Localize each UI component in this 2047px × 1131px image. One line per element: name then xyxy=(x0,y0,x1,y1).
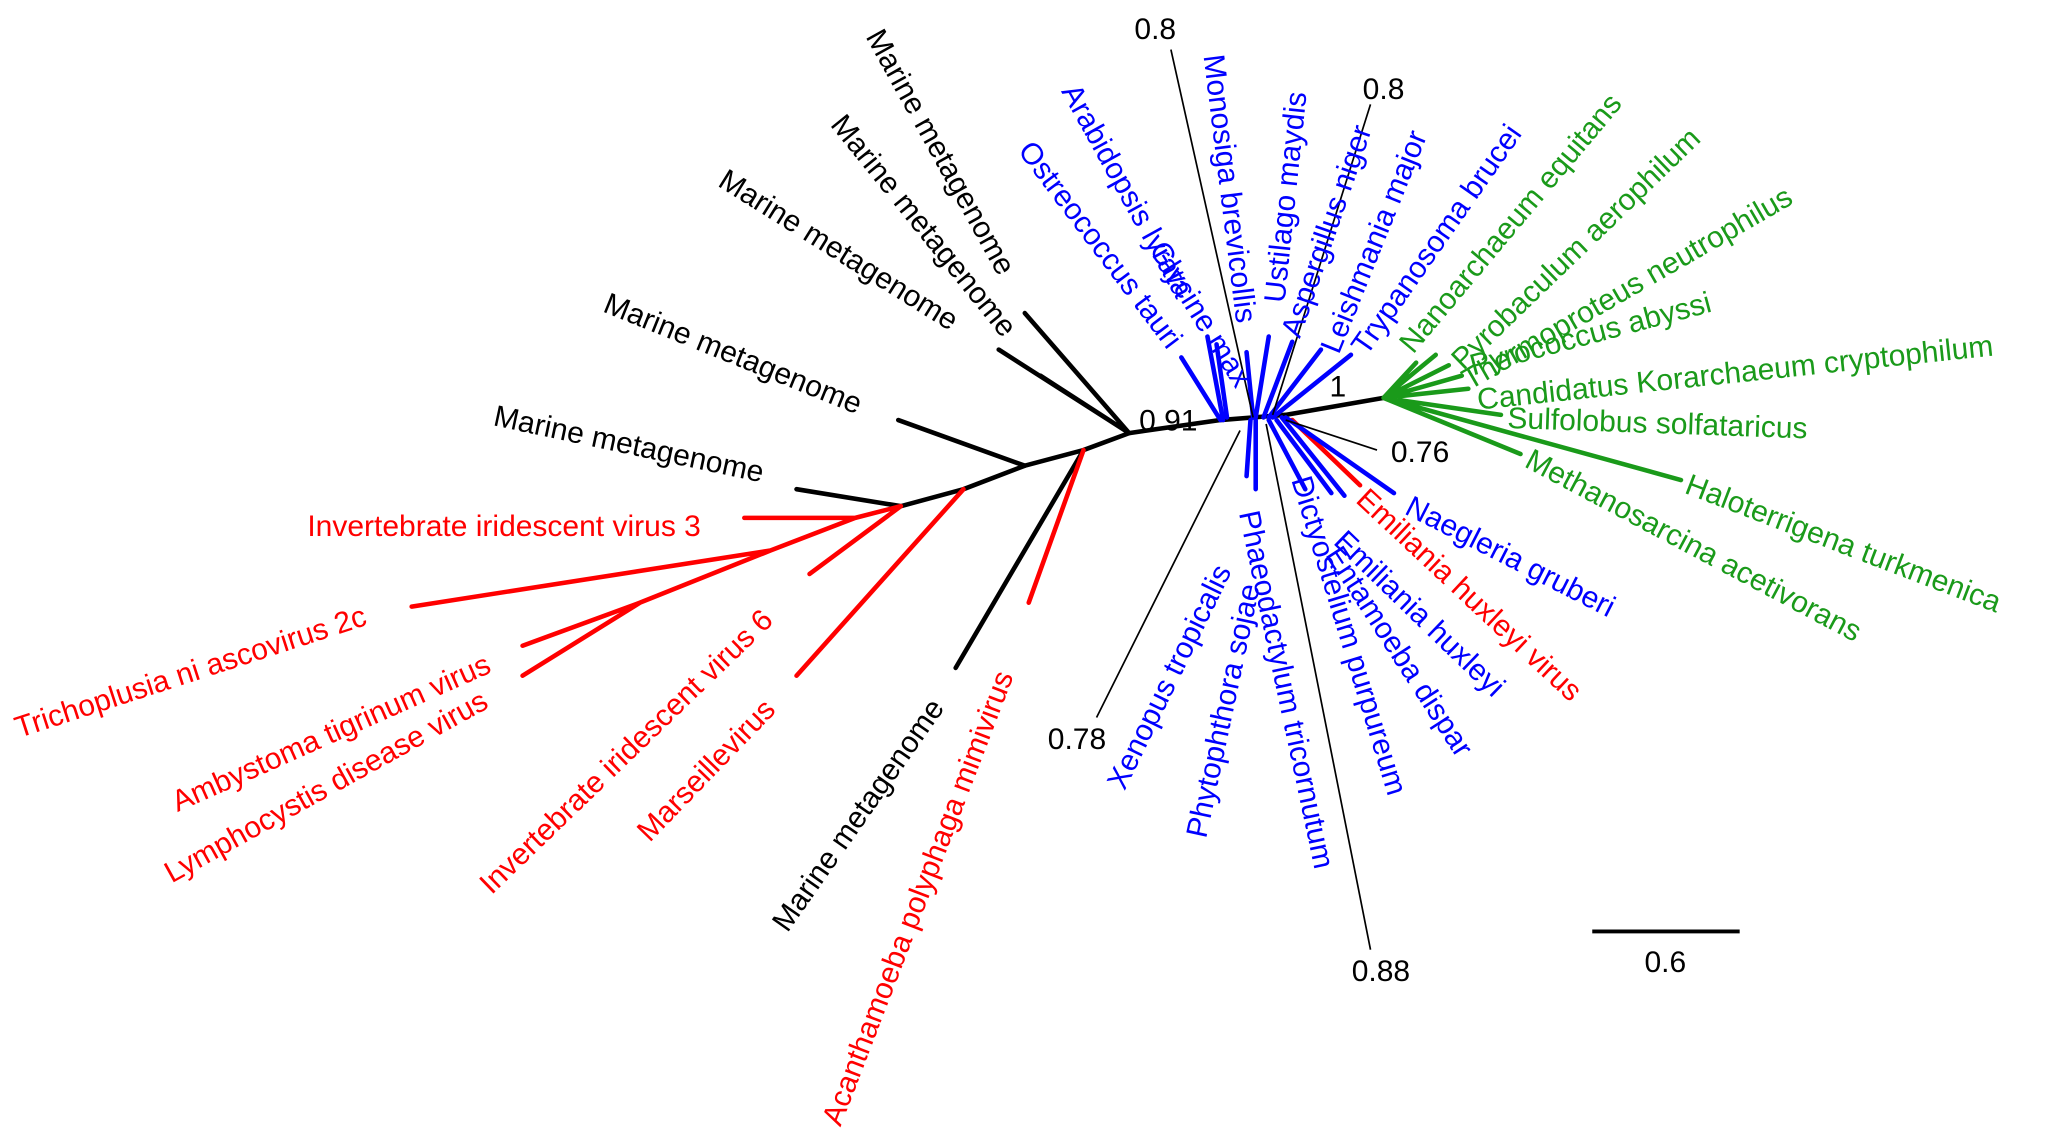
support-value: 0.8 xyxy=(1134,13,1176,46)
support-values: 0.8 0.8 0.91 1 0.76 0.78 0.88 xyxy=(1048,13,1449,988)
support-value: 0.8 xyxy=(1363,73,1405,106)
leaf-label: Invertebrate iridescent virus 3 xyxy=(307,510,701,543)
branches xyxy=(409,49,1684,950)
leaf-label: Haloterrigena turkmenica xyxy=(1681,468,2006,619)
support-value: 0.76 xyxy=(1391,436,1449,469)
support-value: 1 xyxy=(1330,371,1347,404)
leaf-label: Monosiga brevicollis xyxy=(1197,53,1263,325)
support-value: 0.88 xyxy=(1352,955,1410,988)
leaf-label: Marine metagenome xyxy=(491,400,767,489)
leaf-label: Marine metagenome xyxy=(599,287,866,421)
support-value: 0.78 xyxy=(1048,723,1106,756)
scale-label: 0.6 xyxy=(1644,946,1686,979)
support-value: 0.91 xyxy=(1139,405,1197,438)
leaf-label: Sulfolobus solfataricus xyxy=(1507,402,1808,445)
